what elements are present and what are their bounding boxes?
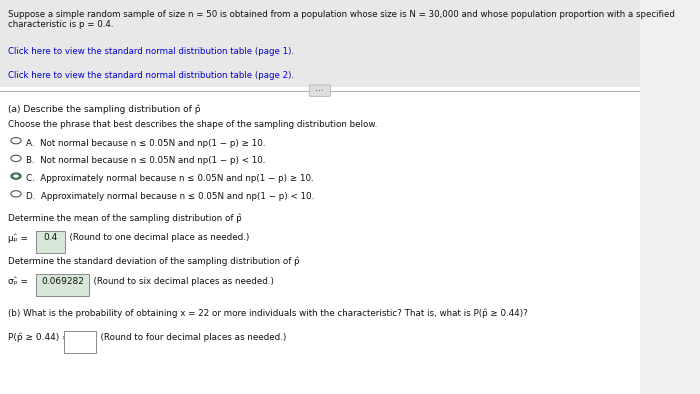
- Text: 0.069282: 0.069282: [41, 277, 84, 286]
- Text: Click here to view the standard normal distribution table (page 2).: Click here to view the standard normal d…: [8, 71, 294, 80]
- FancyBboxPatch shape: [36, 231, 65, 253]
- Text: D.  Approximately normal because n ≤ 0.05N and np(1 − p) < 10.: D. Approximately normal because n ≤ 0.05…: [26, 192, 314, 201]
- Circle shape: [11, 155, 21, 162]
- FancyBboxPatch shape: [64, 331, 96, 353]
- FancyBboxPatch shape: [0, 0, 640, 394]
- Text: Click here to view the standard normal distribution table (page 1).: Click here to view the standard normal d…: [8, 47, 294, 56]
- Text: μₚ̂ =: μₚ̂ =: [8, 233, 31, 243]
- Text: A.  Not normal because n ≤ 0.05N and np(1 − p) ≥ 10.: A. Not normal because n ≤ 0.05N and np(1…: [26, 139, 265, 148]
- Text: ⋯: ⋯: [310, 86, 329, 95]
- Text: 0.4: 0.4: [43, 233, 58, 242]
- Text: Suppose a simple random sample of size n = 50 is obtained from a population whos: Suppose a simple random sample of size n…: [8, 10, 675, 29]
- Text: (Round to six decimal places as needed.): (Round to six decimal places as needed.): [88, 277, 274, 286]
- Text: Choose the phrase that best describes the shape of the sampling distribution bel: Choose the phrase that best describes th…: [8, 120, 377, 129]
- Text: P(p̂ ≥ 0.44) =: P(p̂ ≥ 0.44) =: [8, 333, 72, 342]
- Circle shape: [11, 173, 21, 179]
- Text: (b) What is the probability of obtaining x = 22 or more individuals with the cha: (b) What is the probability of obtaining…: [8, 308, 528, 318]
- Text: Determine the mean of the sampling distribution of p̂: Determine the mean of the sampling distr…: [8, 214, 241, 223]
- Circle shape: [11, 138, 21, 144]
- Text: Determine the standard deviation of the sampling distribution of p̂: Determine the standard deviation of the …: [8, 257, 300, 266]
- Circle shape: [13, 175, 19, 178]
- Text: (Round to one decimal place as needed.): (Round to one decimal place as needed.): [64, 233, 249, 242]
- Text: (Round to four decimal places as needed.): (Round to four decimal places as needed.…: [94, 333, 286, 342]
- Text: (a) Describe the sampling distribution of p̂: (a) Describe the sampling distribution o…: [8, 104, 200, 114]
- FancyBboxPatch shape: [36, 274, 89, 296]
- Text: B.  Not normal because n ≤ 0.05N and np(1 − p) < 10.: B. Not normal because n ≤ 0.05N and np(1…: [26, 156, 265, 165]
- FancyBboxPatch shape: [0, 0, 640, 87]
- Circle shape: [11, 191, 21, 197]
- Text: C.  Approximately normal because n ≤ 0.05N and np(1 − p) ≥ 10.: C. Approximately normal because n ≤ 0.05…: [26, 174, 314, 183]
- Text: σₚ̂ =: σₚ̂ =: [8, 277, 31, 286]
